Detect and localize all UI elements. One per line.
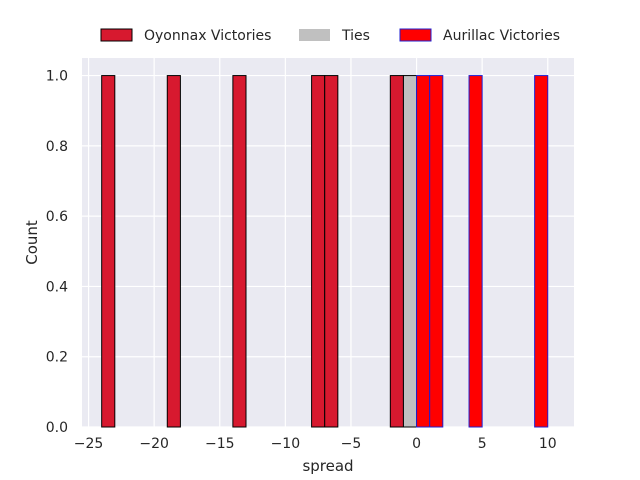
y-tick-label: 1.0: [46, 69, 68, 85]
x-tick-label: −10: [271, 436, 301, 452]
bar-aurillac-victories: [429, 75, 444, 428]
x-tick-label: −25: [74, 436, 104, 452]
y-tick-label: 0.2: [46, 350, 68, 366]
x-tick-label: 5: [478, 436, 487, 452]
y-tick-label: 0.4: [46, 279, 68, 295]
bars: [101, 75, 549, 428]
bar-oyonnax-victories: [101, 75, 116, 428]
bar-aurillac-victories: [534, 75, 549, 428]
y-axis-label: Count: [23, 220, 41, 265]
bar-aurillac-victories: [468, 75, 483, 428]
y-tick-label: 0.8: [46, 139, 68, 155]
bar-aurillac-victories: [416, 75, 431, 428]
bar-oyonnax-victories: [166, 75, 181, 428]
x-tick-label: −15: [205, 436, 235, 452]
bar-ties: [402, 75, 418, 428]
y-tick-label: 0.0: [46, 420, 68, 436]
bar-oyonnax-victories: [311, 75, 326, 428]
legend: Oyonnax Victories Ties Aurillac Victories: [100, 28, 560, 44]
bar-oyonnax-victories: [389, 75, 404, 428]
y-axis-ticks: 0.0 0.2 0.4 0.6 0.8 1.0: [46, 69, 68, 436]
y-tick-label: 0.6: [46, 209, 68, 225]
x-axis-label: spread: [302, 457, 353, 475]
x-axis-ticks: −25 −20 −15 −10 −5 0 5 10: [74, 436, 557, 452]
legend-label: Aurillac Victories: [443, 28, 560, 44]
x-tick-label: −20: [139, 436, 169, 452]
bar-oyonnax-victories: [324, 75, 339, 428]
legend-swatch: [399, 28, 432, 42]
x-tick-label: −5: [341, 436, 362, 452]
bar-oyonnax-victories: [232, 75, 247, 428]
legend-label: Ties: [341, 28, 370, 44]
legend-label: Oyonnax Victories: [144, 28, 271, 44]
x-tick-label: 0: [412, 436, 421, 452]
legend-swatch: [100, 28, 133, 42]
x-tick-label: 10: [539, 436, 557, 452]
legend-swatch: [299, 29, 330, 41]
